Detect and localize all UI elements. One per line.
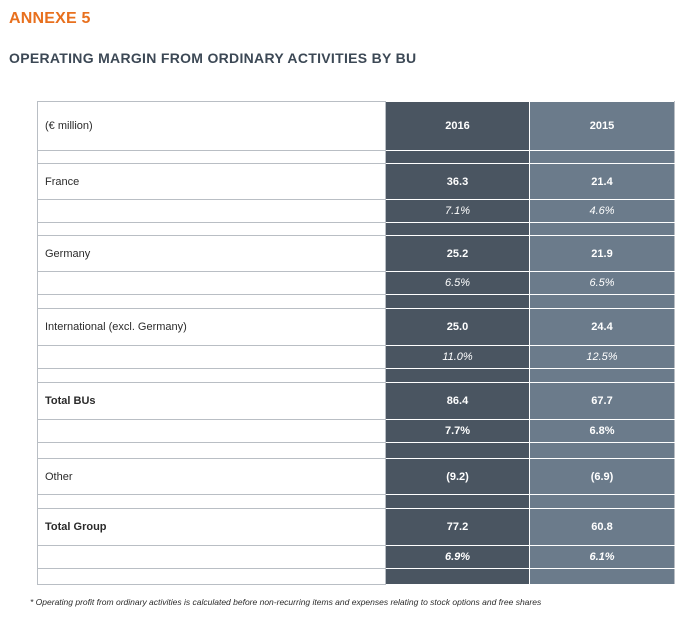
margin-2015: 6.8%	[529, 419, 675, 443]
table-row: Total BUs 86.4 67.7	[37, 382, 675, 420]
margin-row: 6.9% 6.1%	[37, 545, 675, 569]
table-row: Total Group 77.2 60.8	[37, 508, 675, 546]
row-label-international: International (excl. Germany)	[37, 308, 386, 346]
value-2016: 77.2	[385, 508, 530, 546]
value-2015: (6.9)	[529, 458, 675, 495]
row-label-other: Other	[37, 458, 386, 495]
header-2015: 2015	[529, 101, 675, 151]
row-label-germany: Germany	[37, 235, 386, 272]
table-row: International (excl. Germany) 25.0 24.4	[37, 308, 675, 346]
margin-2016: 7.1%	[385, 199, 530, 223]
table-subtitle: OPERATING MARGIN FROM ORDINARY ACTIVITIE…	[9, 50, 417, 66]
margin-2016: 6.5%	[385, 271, 530, 295]
row-label-total-bus: Total BUs	[37, 382, 386, 420]
value-2015: 21.4	[529, 163, 675, 200]
value-2016: 36.3	[385, 163, 530, 200]
value-2016: 25.2	[385, 235, 530, 272]
table-row: Other (9.2) (6.9)	[37, 458, 675, 495]
row-label-total-group: Total Group	[37, 508, 386, 546]
margin-row: 7.7% 6.8%	[37, 419, 675, 443]
value-2015: 21.9	[529, 235, 675, 272]
row-label-france: France	[37, 163, 386, 200]
unit-label: (€ million)	[37, 101, 386, 151]
spacer-row	[37, 568, 675, 585]
spacer-row	[37, 294, 675, 309]
value-2015: 24.4	[529, 308, 675, 346]
annexe-title: ANNEXE 5	[9, 10, 91, 27]
margin-2016: 11.0%	[385, 345, 530, 369]
margin-2016: 6.9%	[385, 545, 530, 569]
value-2016: 25.0	[385, 308, 530, 346]
spacer-row	[37, 494, 675, 509]
margin-row: 11.0% 12.5%	[37, 345, 675, 369]
spacer-row	[37, 368, 675, 383]
footnote: * Operating profit from ordinary activit…	[30, 597, 542, 607]
spacer-row	[37, 150, 675, 164]
table-row: Germany 25.2 21.9	[37, 235, 675, 272]
header-2016: 2016	[385, 101, 530, 151]
value-2016: (9.2)	[385, 458, 530, 495]
margin-row: 6.5% 6.5%	[37, 271, 675, 295]
margin-2015: 12.5%	[529, 345, 675, 369]
spacer-row	[37, 442, 675, 459]
header-row: (€ million) 2016 2015	[37, 101, 675, 151]
spacer-row	[37, 222, 675, 236]
value-2015: 67.7	[529, 382, 675, 420]
margin-row: 7.1% 4.6%	[37, 199, 675, 223]
operating-margin-table: (€ million) 2016 2015 France 36.3 21.4 7…	[37, 101, 675, 585]
margin-2016: 7.7%	[385, 419, 530, 443]
value-2015: 60.8	[529, 508, 675, 546]
margin-2015: 6.5%	[529, 271, 675, 295]
margin-2015: 6.1%	[529, 545, 675, 569]
value-2016: 86.4	[385, 382, 530, 420]
margin-2015: 4.6%	[529, 199, 675, 223]
table-row: France 36.3 21.4	[37, 163, 675, 200]
